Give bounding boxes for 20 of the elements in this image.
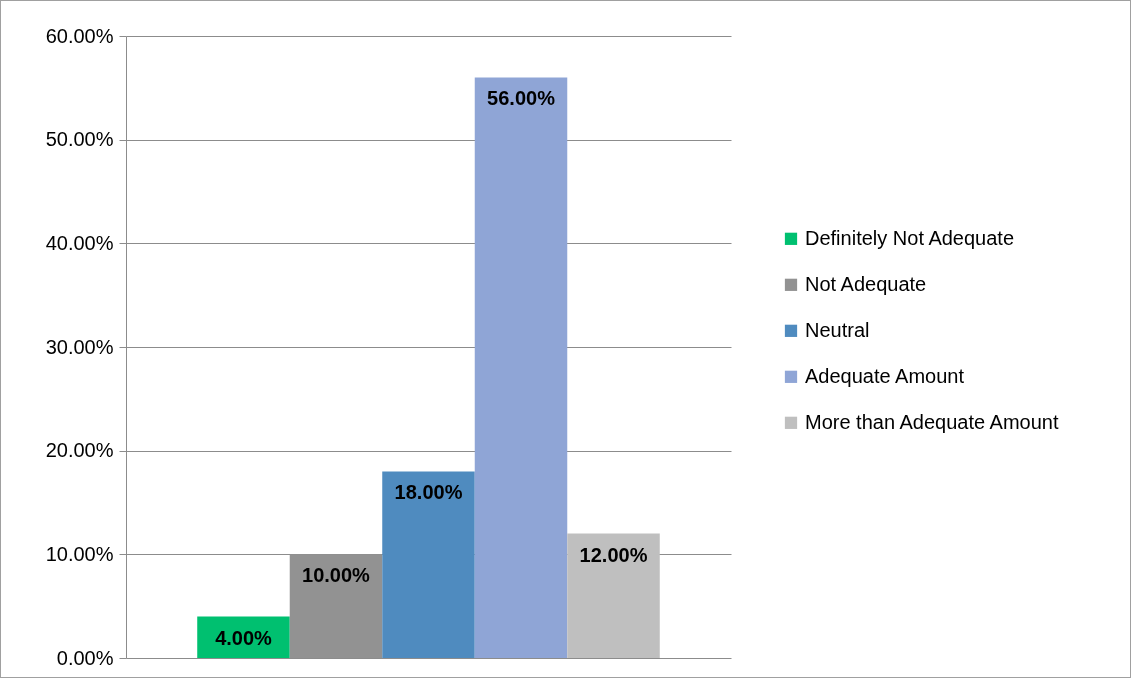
- data-label: 12.00%: [579, 543, 648, 566]
- legend-label: Neutral: [805, 318, 870, 341]
- y-tick-label: 20.00%: [45, 439, 114, 462]
- y-tick-label: 40.00%: [45, 231, 114, 254]
- data-label: 56.00%: [487, 87, 556, 110]
- legend-label: More than Adequate Amount: [805, 410, 1059, 433]
- legend-label: Adequate Amount: [805, 364, 965, 387]
- bar: [474, 77, 568, 658]
- bar: [567, 533, 660, 658]
- y-tick-label: 30.00%: [45, 335, 114, 358]
- y-tick-label: 0.00%: [56, 646, 114, 669]
- y-tick-label: 60.00%: [45, 24, 114, 47]
- bar: [382, 471, 475, 658]
- legend-label: Definitely Not Adequate: [805, 226, 1015, 249]
- y-tick-label: 50.00%: [45, 128, 114, 151]
- data-label: 4.00%: [215, 626, 273, 649]
- data-label: 10.00%: [302, 564, 371, 587]
- data-label: 18.00%: [394, 481, 463, 504]
- legend-label: Not Adequate: [805, 272, 927, 295]
- y-tick-label: 10.00%: [45, 542, 114, 565]
